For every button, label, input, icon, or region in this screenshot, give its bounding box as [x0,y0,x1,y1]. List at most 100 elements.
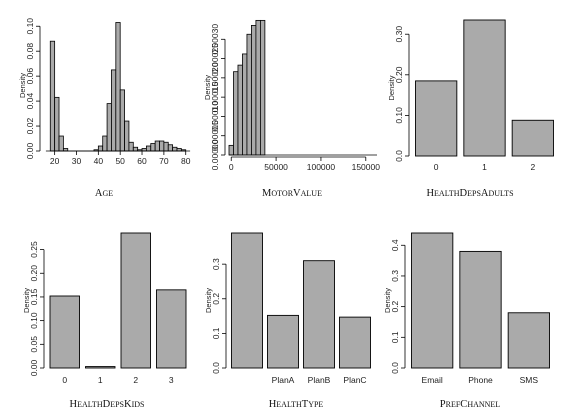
y-tick-label: 0.08 [25,43,35,60]
y-tick-label: 0.00005 [210,120,220,151]
panel-title: HEALTHDEPSADULTS [426,188,513,199]
y-tick-label: 0.1 [211,327,221,339]
bar [120,232,151,369]
y-tick-label: 0.00010 [210,101,220,132]
category-label: Phone [468,375,493,385]
y-tick-label: 0.00000 [210,139,220,170]
bar [49,40,56,152]
y-tick-label: 0.20 [394,66,404,83]
bar [255,19,261,156]
bar [85,366,116,369]
bar [132,146,139,152]
y-axis-label: Density [22,288,31,313]
category-label: 1 [482,162,487,172]
x-tick-label: 0 [229,162,234,172]
bar [415,80,458,157]
bar [159,140,165,152]
panel-0: 20 30 40 50 60 70 80 0.00 0.02 0.04 0.06 0.08 0.10 De… [18,18,191,199]
x-tick-label: 50000 [264,162,288,172]
bar [237,64,243,156]
x-tick-label: 150000 [352,162,381,172]
bar [303,260,335,369]
category-label: 0 [62,375,67,385]
bar [246,33,252,156]
bar [411,232,454,369]
panel-title: MOTORVALUE [262,188,322,199]
y-tick-label: 0.0 [394,150,404,162]
bar [154,140,160,152]
bar [267,314,299,369]
bar [259,19,266,156]
bar [507,312,550,369]
panel-1: 0 50000 100000 1500000.000000.000050.000100… [203,19,381,199]
y-tick-label: 0.00030 [210,24,220,55]
bar [511,119,554,157]
y-tick-label: 0.20 [29,265,39,282]
y-axis: 0.00 0.05 0.10 0.15 0.20 0.25 [29,241,45,376]
y-tick-label: 0.00 [25,142,35,159]
bar [228,144,234,156]
bar [119,89,125,152]
y-tick-label: 0.2 [390,300,400,312]
x-tick-label: 40 [94,156,104,166]
x-tick-label: 70 [159,156,169,166]
panel-5: Email Phone SMS 0.0 0.1 0.2 0.3 0.4 Density PREFC… [383,232,550,410]
category-label: Email [422,375,443,385]
bar [463,19,506,157]
y-tick-label: 0.02 [25,118,35,135]
bar [124,120,130,152]
category-label: PlanA [272,375,295,385]
bar [242,53,248,156]
panel-title: PREFCHANNEL [440,399,501,410]
y-tick-label: 0.00 [29,359,39,376]
category-label: SMS [520,375,539,385]
y-tick-label: 0.30 [394,26,404,43]
y-tick-label: 0.0 [390,362,400,374]
y-axis: 0.0 0.10 0.20 0.30 [394,26,410,162]
bar [54,96,60,152]
panel-3: 0 1 2 3 0.00 0.05 0.10 0.15 0.20 0.25 Density HEALT… [22,232,187,410]
y-tick-label: 0.0 [211,362,221,374]
x-tick-label: 100000 [307,162,336,172]
y-axis-label: Density [387,75,396,100]
bar [167,144,174,152]
x-axis: 0 50000 100000 150000 [229,156,381,172]
y-tick-label: 0.00015 [210,82,220,113]
category-label: 0 [434,162,439,172]
category-label: 1 [98,375,103,385]
y-tick-label: 0.00020 [210,62,220,93]
y-tick-label: 0.05 [29,336,39,353]
y-tick-label: 0.25 [29,241,39,258]
bar [49,295,80,369]
bar [459,250,502,369]
x-tick-label: 20 [50,156,60,166]
y-axis-label: Density [204,288,213,313]
bar [97,145,104,152]
y-tick-label: 0.2 [211,293,221,305]
y-tick-label: 0.15 [29,288,39,305]
category-label: 3 [169,375,174,385]
bar [128,141,134,152]
bar [251,24,257,156]
y-axis: 0.00 0.02 0.04 0.06 0.08 0.10 [25,18,41,159]
y-axis-label: Density [383,288,392,313]
bar [150,143,156,152]
panel-2: 0 1 2 0.0 0.10 0.20 0.30 Density HEALTHDEPSADULT… [387,19,554,199]
bar [156,289,187,369]
category-label: 2 [530,162,535,172]
y-tick-label: 0.1 [390,331,400,343]
bar [172,146,178,152]
category-label: PlanB [308,375,331,385]
y-tick-label: 0.3 [211,258,221,270]
x-tick-label: 30 [72,156,82,166]
y-axis-label: Density [18,73,27,98]
y-tick-label: 0.06 [25,68,35,85]
category-label: 2 [133,375,138,385]
y-tick-label: 0.10 [394,107,404,124]
panel-title: HEALTHDEPSKIDS [70,399,145,410]
bar [233,71,239,156]
panel-title: HEALTHTYPE [269,399,324,410]
x-tick-label: 50 [115,156,125,166]
y-axis: 0.0 0.1 0.2 0.3 [211,258,227,374]
